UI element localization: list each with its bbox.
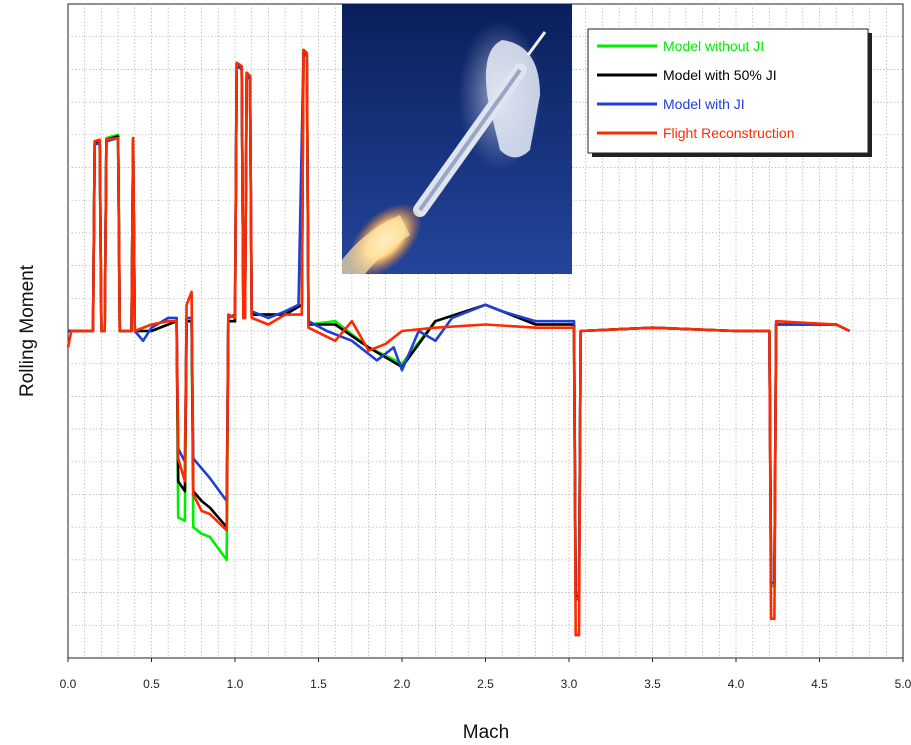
legend-label: Model without JI — [663, 38, 764, 54]
y-axis-title: Rolling Moment — [17, 264, 38, 397]
x-tick-label: 2.5 — [477, 677, 494, 691]
x-tick-label: 5.0 — [895, 677, 911, 691]
legend-label: Model with JI — [663, 96, 745, 112]
legend: Model without JI Model with 50% JI Model w… — [587, 28, 872, 157]
x-tick-label: 0.5 — [143, 677, 160, 691]
x-axis: 0.0 0.5 1.0 1.5 2.0 2.5 3.0 3.5 4.0 4.5 5.0 — [60, 658, 911, 691]
x-tick-label: 4.0 — [728, 677, 745, 691]
x-tick-label: 1.0 — [227, 677, 244, 691]
legend-label: Model with 50% JI — [663, 67, 777, 83]
x-tick-label: 0.0 — [60, 677, 77, 691]
rocket-launch-photo — [342, 4, 572, 277]
x-tick-label: 2.0 — [394, 677, 411, 691]
x-tick-label: 4.5 — [811, 677, 828, 691]
x-tick-label: 3.0 — [561, 677, 578, 691]
x-tick-label: 1.5 — [310, 677, 327, 691]
x-axis-title: Mach — [463, 722, 509, 743]
series-line-3 — [66, 48, 851, 637]
legend-label: Flight Reconstruction — [663, 125, 795, 141]
x-tick-label: 3.5 — [644, 677, 661, 691]
series-layer — [66, 48, 851, 637]
